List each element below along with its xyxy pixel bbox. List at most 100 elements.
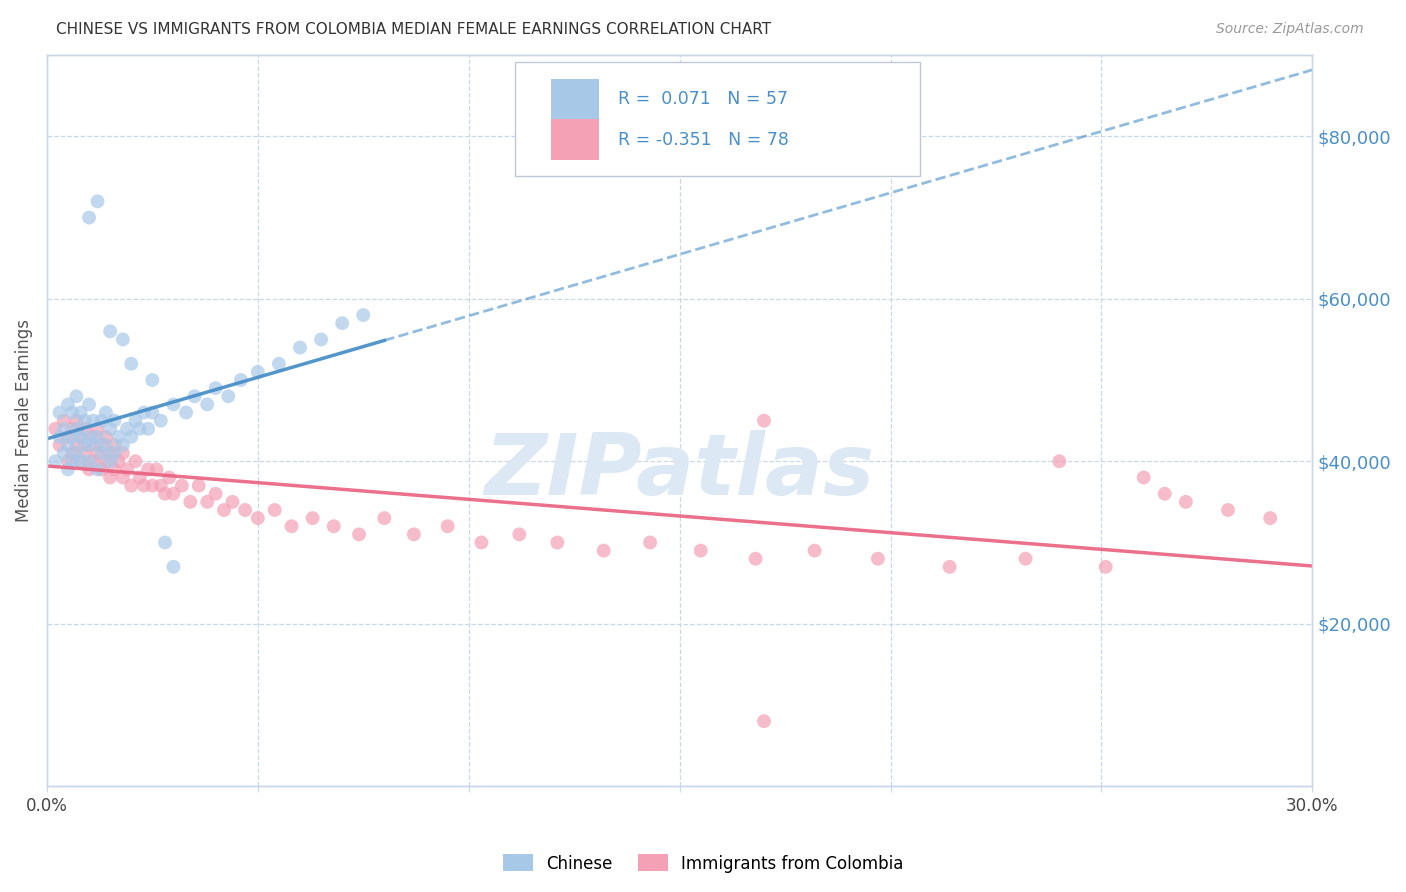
Point <box>115 422 138 436</box>
Point <box>233 503 256 517</box>
Point <box>56 462 79 476</box>
Point <box>60 446 83 460</box>
Point <box>48 438 70 452</box>
Point <box>803 543 825 558</box>
Point <box>111 333 134 347</box>
Point <box>132 478 155 492</box>
Point <box>195 397 218 411</box>
Point <box>638 535 661 549</box>
Point <box>44 422 66 436</box>
Point <box>183 389 205 403</box>
Point <box>162 559 184 574</box>
Point <box>330 316 353 330</box>
Point <box>866 551 889 566</box>
Point <box>229 373 252 387</box>
Point <box>60 405 83 419</box>
Point <box>77 438 100 452</box>
Point <box>309 333 332 347</box>
Point <box>938 559 960 574</box>
Bar <box>551 120 599 160</box>
Point <box>94 438 117 452</box>
Point <box>90 438 112 452</box>
Point <box>73 438 96 452</box>
Text: ZIPatlas: ZIPatlas <box>485 430 875 513</box>
Point <box>221 495 243 509</box>
Point <box>436 519 458 533</box>
Point <box>107 430 129 444</box>
Point <box>288 341 311 355</box>
Point <box>65 389 87 403</box>
Point <box>212 503 235 517</box>
Point <box>103 462 125 476</box>
Point <box>56 430 79 444</box>
Point <box>141 405 163 419</box>
Point <box>149 478 172 492</box>
Point <box>73 446 96 460</box>
Point <box>60 430 83 444</box>
Point <box>162 487 184 501</box>
Point <box>94 405 117 419</box>
Point <box>82 430 104 444</box>
Point <box>52 414 75 428</box>
Text: R =  0.071   N = 57: R = 0.071 N = 57 <box>617 89 787 108</box>
Point <box>1132 470 1154 484</box>
Point <box>1094 559 1116 574</box>
Point <box>136 462 159 476</box>
Point <box>98 470 121 484</box>
Point <box>149 414 172 428</box>
Point <box>470 535 492 549</box>
Point <box>752 414 775 428</box>
Legend: Chinese, Immigrants from Colombia: Chinese, Immigrants from Colombia <box>496 847 910 880</box>
Point <box>77 462 100 476</box>
Point <box>246 365 269 379</box>
Point <box>77 397 100 411</box>
Point <box>82 438 104 452</box>
Point <box>204 381 226 395</box>
Point <box>217 389 239 403</box>
Point <box>98 454 121 468</box>
Point <box>1216 503 1239 517</box>
Point <box>402 527 425 541</box>
Point <box>60 454 83 468</box>
Point <box>132 405 155 419</box>
Point <box>107 454 129 468</box>
Point <box>153 535 176 549</box>
Point <box>111 470 134 484</box>
Point <box>141 373 163 387</box>
Point <box>352 308 374 322</box>
Bar <box>551 78 599 119</box>
Point <box>77 454 100 468</box>
Point <box>111 438 134 452</box>
Point <box>90 414 112 428</box>
Point <box>69 454 91 468</box>
Point <box>56 397 79 411</box>
Point <box>90 462 112 476</box>
Point <box>69 430 91 444</box>
Point <box>689 543 711 558</box>
Point <box>752 714 775 728</box>
Point <box>124 454 146 468</box>
Point <box>69 430 91 444</box>
Point <box>65 438 87 452</box>
Point <box>1174 495 1197 509</box>
Point <box>179 495 201 509</box>
Point <box>120 478 142 492</box>
Point <box>546 535 568 549</box>
Point <box>103 446 125 460</box>
Point <box>187 478 209 492</box>
Point <box>77 211 100 225</box>
Point <box>69 454 91 468</box>
Text: CHINESE VS IMMIGRANTS FROM COLOMBIA MEDIAN FEMALE EARNINGS CORRELATION CHART: CHINESE VS IMMIGRANTS FROM COLOMBIA MEDI… <box>56 22 772 37</box>
Point <box>373 511 395 525</box>
Point <box>86 462 108 476</box>
Point <box>94 454 117 468</box>
Point <box>267 357 290 371</box>
Point <box>73 422 96 436</box>
Point <box>77 430 100 444</box>
Y-axis label: Median Female Earnings: Median Female Earnings <box>15 319 32 522</box>
Point <box>157 470 180 484</box>
Point <box>94 430 117 444</box>
Point <box>69 405 91 419</box>
Text: R = -0.351   N = 78: R = -0.351 N = 78 <box>617 130 789 149</box>
Point <box>120 430 142 444</box>
